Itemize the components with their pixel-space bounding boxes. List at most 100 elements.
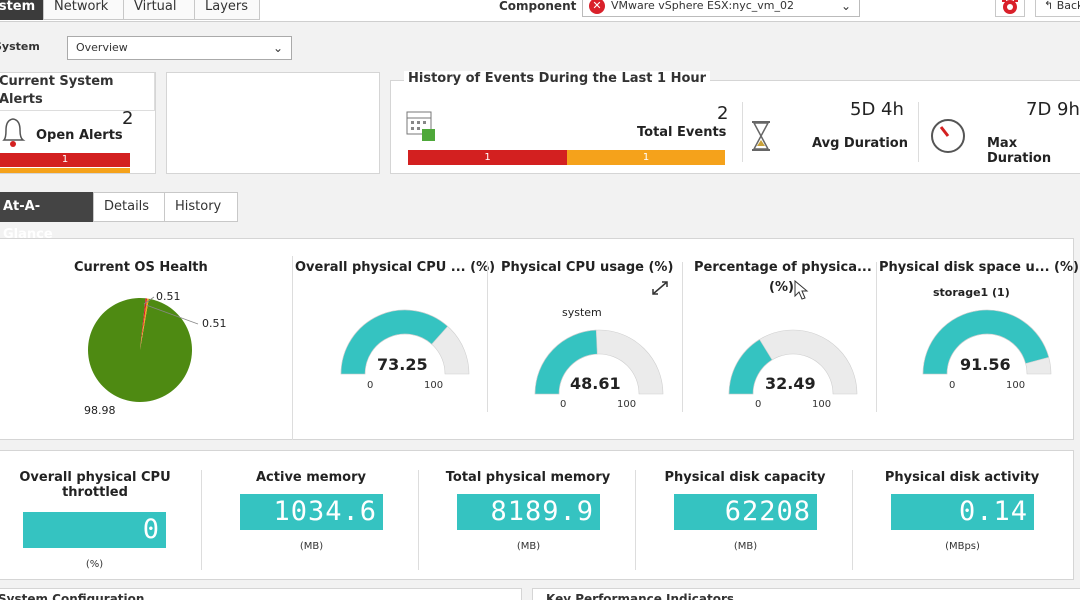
back-label: Back [1056,0,1080,12]
gauge-fill [340,309,449,375]
disk-capacity-display: 62208 [674,494,817,530]
gauge-value: 91.56 [960,355,1011,374]
tab-at-a-glance[interactable]: At-A-Glance [0,192,94,242]
top-tab-bar: System Network Virtual Layers Component … [0,0,1080,22]
alerts-title-line1: Current System [0,74,114,89]
os-health-title: Current OS Health [74,260,208,275]
tab-details[interactable]: Details [93,192,165,222]
gauge-subtitle: system [562,306,602,319]
divider [201,470,202,570]
stat-title: Physical disk activity [884,470,1040,485]
tab-virtual[interactable]: Virtual [123,0,195,20]
back-arrow-icon: ↰ [1044,0,1057,12]
component-label: Component [499,0,577,13]
gauge-max: 100 [617,399,637,410]
component-select[interactable]: ✕ VMware vSphere ESX:nyc_vm_02 ⌄ [582,0,860,17]
blank-panel [166,72,380,174]
os-health-pie-chart[interactable] [60,280,240,430]
max-duration-label: Max Duration [987,136,1052,166]
pie-label-minor: 0.51 [156,290,181,303]
total-memory-display: 8189.9 [457,494,600,530]
divider [682,262,683,412]
bell-icon [2,118,26,147]
max-duration-value: 7D 9h [1026,99,1080,120]
divider [852,470,853,570]
tab-layers[interactable]: Layers [194,0,260,20]
gauge-subtitle: storage1 (1) [933,286,1010,299]
gauge-title: Percentage of physica... [694,260,872,275]
disk-activity-display: 0.14 [891,494,1034,530]
open-alerts-count: 2 [122,108,134,129]
gauge-max: 100 [424,380,444,391]
major-events-bar[interactable]: 1 [567,150,725,165]
pie-slice[interactable] [140,298,149,350]
tab-history[interactable]: History [164,192,238,222]
total-events-label: Total Events [637,125,727,140]
avg-duration-label: Avg Duration [812,136,908,151]
pie-slice[interactable] [140,298,148,350]
tab-system[interactable]: System [0,0,44,20]
physical-memory-gauge[interactable] [718,320,868,400]
system-label: System [0,40,40,53]
tab-network[interactable]: Network [43,0,124,20]
gauge-value: 32.49 [765,374,816,393]
divider [487,262,488,412]
divider [742,102,743,162]
system-select[interactable]: Overview ⌄ [67,36,292,60]
disk-space-gauge[interactable] [912,300,1062,380]
alerts-title-line2: Alerts [0,92,43,107]
cpu-overall-gauge[interactable] [330,300,480,380]
gauge-title-unit: (%) [769,280,794,295]
stat-title-line2: throttled [62,485,128,500]
open-alerts-label: Open Alerts [36,128,123,143]
back-button[interactable]: ↰ Back [1035,0,1080,17]
stat-title: Total physical memory [445,470,611,485]
avg-duration-value: 5D 4h [850,99,904,120]
gauge-min: 0 [367,380,374,391]
gauge-min: 0 [755,399,762,410]
error-status-icon: ✕ [589,0,605,14]
gauge-title: Physical CPU usage (%) [501,260,674,275]
kpi-panel [532,588,1080,600]
kpi-title: Key Performance Indicators [546,592,734,600]
event-history-title: History of Events During the Last 1 Hour [404,71,711,86]
major-alerts-bar[interactable] [0,168,130,173]
active-memory-display: 1034.6 [240,494,383,530]
total-events-count: 2 [717,103,729,124]
stat-title-line1: Overall physical CPU [19,470,171,485]
calendar-icon [406,111,435,141]
gauge-fill [922,309,1050,375]
gauge-fill [534,329,598,395]
stat-unit: (MB) [299,541,324,552]
divider [918,102,919,162]
stat-title: Physical disk capacity [664,470,826,485]
stat-unit: (MB) [516,541,541,552]
stat-unit: (MBps) [945,541,980,552]
alarm-button[interactable] [995,0,1025,17]
cpu-throttled-display: 0 [23,512,166,548]
gauge-title: Overall physical CPU ... (%) [295,260,496,275]
stopwatch-icon [931,119,965,153]
system-configuration-panel [0,588,522,600]
expand-icon[interactable] [650,279,670,297]
mouse-cursor-icon [794,280,809,300]
event-history-panel [390,80,1080,174]
alarm-icon [1002,0,1018,14]
pie-slice[interactable] [88,298,193,402]
pie-label-minor: 0.51 [202,317,227,330]
chevron-down-icon: ⌄ [272,41,283,55]
gauge-value: 73.25 [377,355,428,374]
gauge-max: 100 [1006,380,1026,391]
component-value: VMware vSphere ESX:nyc_vm_02 [611,0,794,12]
pie-label-major: 98.98 [84,404,116,417]
gauge-min: 0 [560,399,567,410]
system-configuration-title: System Configuration [0,592,145,600]
chevron-down-icon: ⌄ [840,0,851,13]
critical-alerts-bar[interactable]: 1 [0,153,130,167]
divider [635,470,636,570]
gauge-fill [728,339,773,395]
cpu-usage-gauge[interactable] [524,320,674,400]
gauge-max: 100 [812,399,832,410]
stat-title: Active memory [256,470,366,485]
critical-events-bar[interactable]: 1 [408,150,567,165]
